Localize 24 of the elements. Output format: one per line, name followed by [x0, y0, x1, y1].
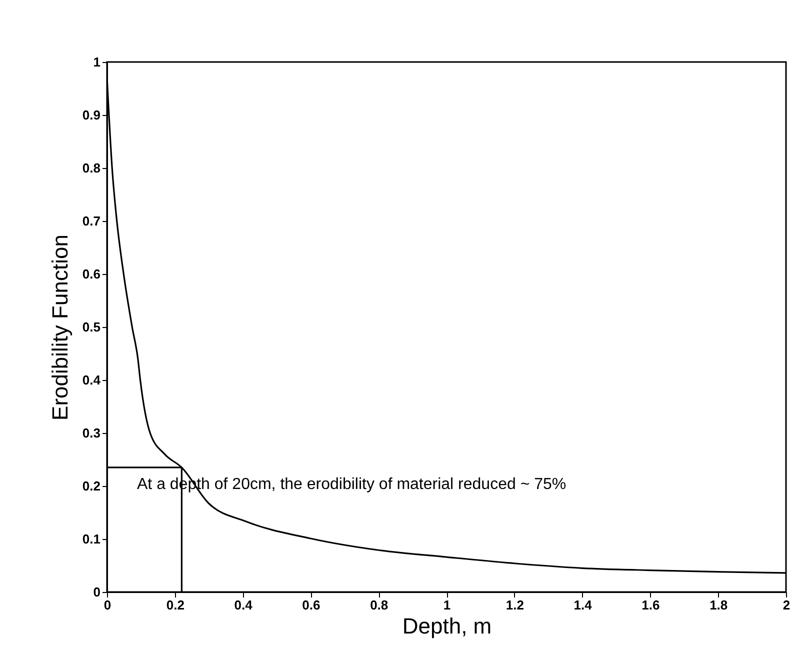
- y-tick-label: 0.8: [82, 160, 100, 176]
- x-tick-label: 2: [782, 598, 790, 612]
- y-tick-label: 0.1: [82, 532, 100, 546]
- y-axis-title: Erodibility Function: [47, 234, 72, 420]
- x-tick-label: 1.2: [506, 598, 524, 612]
- x-tick-label: 0.4: [234, 598, 254, 612]
- y-tick-label: 0.3: [82, 426, 100, 440]
- x-tick-label: 0.8: [370, 598, 388, 612]
- y-tick-label: 0.4: [82, 372, 102, 388]
- x-axis-title: Depth, m: [402, 614, 492, 638]
- y-tick-label: 0.7: [82, 214, 100, 228]
- x-tick-label: 1.4: [574, 598, 593, 612]
- x-tick-label: 1.8: [710, 598, 728, 612]
- x-tick-label: 1.6: [642, 598, 660, 612]
- x-tick-label: 1: [443, 598, 451, 612]
- x-tick-label: 0: [104, 598, 112, 612]
- y-tick-label: 0: [93, 584, 100, 600]
- y-tick-label: 0.6: [82, 266, 100, 282]
- y-tick-label: 1: [93, 54, 100, 70]
- x-tick-label: 0.6: [302, 598, 320, 612]
- x-tick-label: 0.2: [166, 598, 184, 612]
- y-tick-label: 0.9: [82, 108, 100, 122]
- y-tick-label: 0.2: [82, 478, 100, 494]
- y-tick-label: 0.5: [82, 320, 100, 334]
